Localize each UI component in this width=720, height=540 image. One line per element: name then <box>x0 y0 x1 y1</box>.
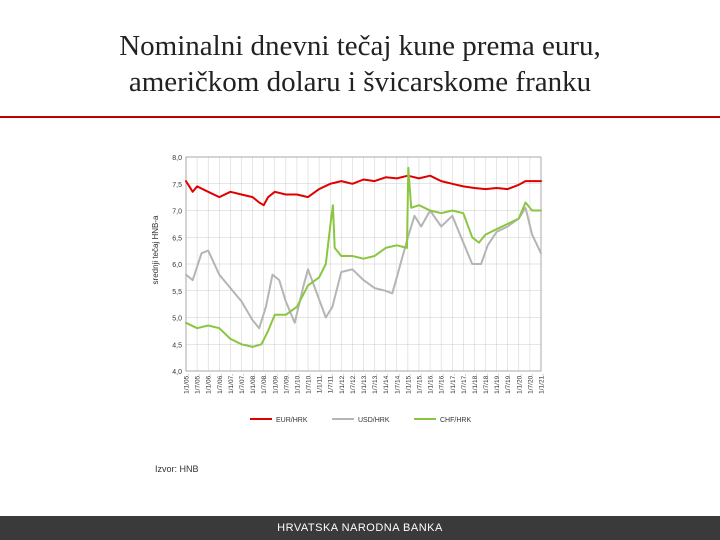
y-tick-label: 6,5 <box>172 235 182 242</box>
y-tick-label: 6,0 <box>172 262 182 269</box>
source-note: Izvor: HNB <box>155 464 199 474</box>
title-rule <box>0 116 720 118</box>
x-tick-label: 1/1/12. <box>339 374 346 394</box>
x-tick-label: 1/7/16. <box>439 374 446 394</box>
y-tick-label: 4,5 <box>172 342 182 349</box>
x-tick-label: 1/1/07. <box>228 374 235 394</box>
x-tick-label: 1/7/17. <box>461 374 468 394</box>
x-tick-label: 1/1/17. <box>450 374 457 394</box>
y-axis-label: srednji tečaj HNB-a <box>151 215 160 284</box>
x-tick-label: 1/7/10. <box>306 374 313 394</box>
series-layer <box>185 166 542 348</box>
x-tick-label: 1/7/06. <box>217 374 224 394</box>
x-tick-label: 1/7/20. <box>527 374 534 394</box>
slide-title: Nominalni dnevni tečaj kune prema euru, … <box>0 28 720 100</box>
footer-text: HRVATSKA NARODNA BANKA <box>277 522 443 534</box>
x-tick-label: 1/1/18. <box>472 374 479 394</box>
slide-title-line-2: američkom dolaru i švicarskome franku <box>128 66 592 98</box>
x-tick-label: 1/7/08. <box>261 374 268 394</box>
x-tick-label: 1/1/16. <box>428 374 435 394</box>
legend-label: USD/HRK <box>358 417 390 424</box>
x-tick-label: 1/1/05. <box>184 374 191 394</box>
series-line-eurhrk <box>185 174 542 207</box>
x-tick-label: 1/1/08. <box>250 374 257 394</box>
x-tick-label: 1/7/11. <box>328 374 335 394</box>
x-tick-label: 1/1/06. <box>206 374 213 394</box>
legend-label: EUR/HRK <box>276 417 308 424</box>
footer-bar: HRVATSKA NARODNA BANKA <box>0 516 720 540</box>
legend: EUR/HRK USD/HRK CHF/HRK <box>250 417 471 424</box>
x-tick-label: 1/7/12. <box>350 374 357 394</box>
legend-label: CHF/HRK <box>440 417 471 424</box>
x-tick-label: 1/7/05. <box>195 374 202 394</box>
x-tick-label: 1/1/13. <box>361 374 368 394</box>
x-tick-label: 1/7/19. <box>505 374 512 394</box>
x-tick-label: 1/7/07. <box>239 374 246 394</box>
x-tick-label: 1/1/10. <box>294 374 301 394</box>
slide-title-line-1: Nominalni dnevni tečaj kune prema euru, <box>119 30 601 62</box>
x-tick-label: 1/7/15. <box>416 374 423 394</box>
x-tick-label: 1/1/11. <box>317 374 324 394</box>
x-tick-label: 1/1/15. <box>405 374 412 394</box>
x-tick-label: 1/1/21. <box>539 374 546 394</box>
y-tick-label: 5,5 <box>172 289 182 296</box>
plot-frame <box>185 156 542 372</box>
x-tick-label: 1/7/13. <box>372 374 379 394</box>
y-tick-label: 4,0 <box>172 369 182 376</box>
y-tick-label: 7,0 <box>172 209 182 216</box>
y-tick-label: 7,5 <box>172 182 182 189</box>
x-tick-label: 1/7/09. <box>283 374 290 394</box>
x-tick-label: 1/7/14. <box>394 374 401 394</box>
x-tick-label: 1/1/19. <box>494 374 501 394</box>
series-line-usdhrk <box>185 206 542 330</box>
x-tick-label: 1/1/14. <box>383 374 390 394</box>
y-tick-label: 5,0 <box>172 316 182 323</box>
axis-layer: 8,0 7,5 7,0 6,5 6,0 5,5 5,0 4,5 4,01/1/05. 1/7/05… <box>172 155 545 394</box>
x-tick-label: 1/1/20. <box>516 374 523 394</box>
y-tick-label: 8,0 <box>172 155 182 162</box>
series-line-chfhrk <box>185 166 542 348</box>
x-tick-label: 1/1/09. <box>272 374 279 394</box>
x-tick-label: 1/7/18. <box>483 374 490 394</box>
